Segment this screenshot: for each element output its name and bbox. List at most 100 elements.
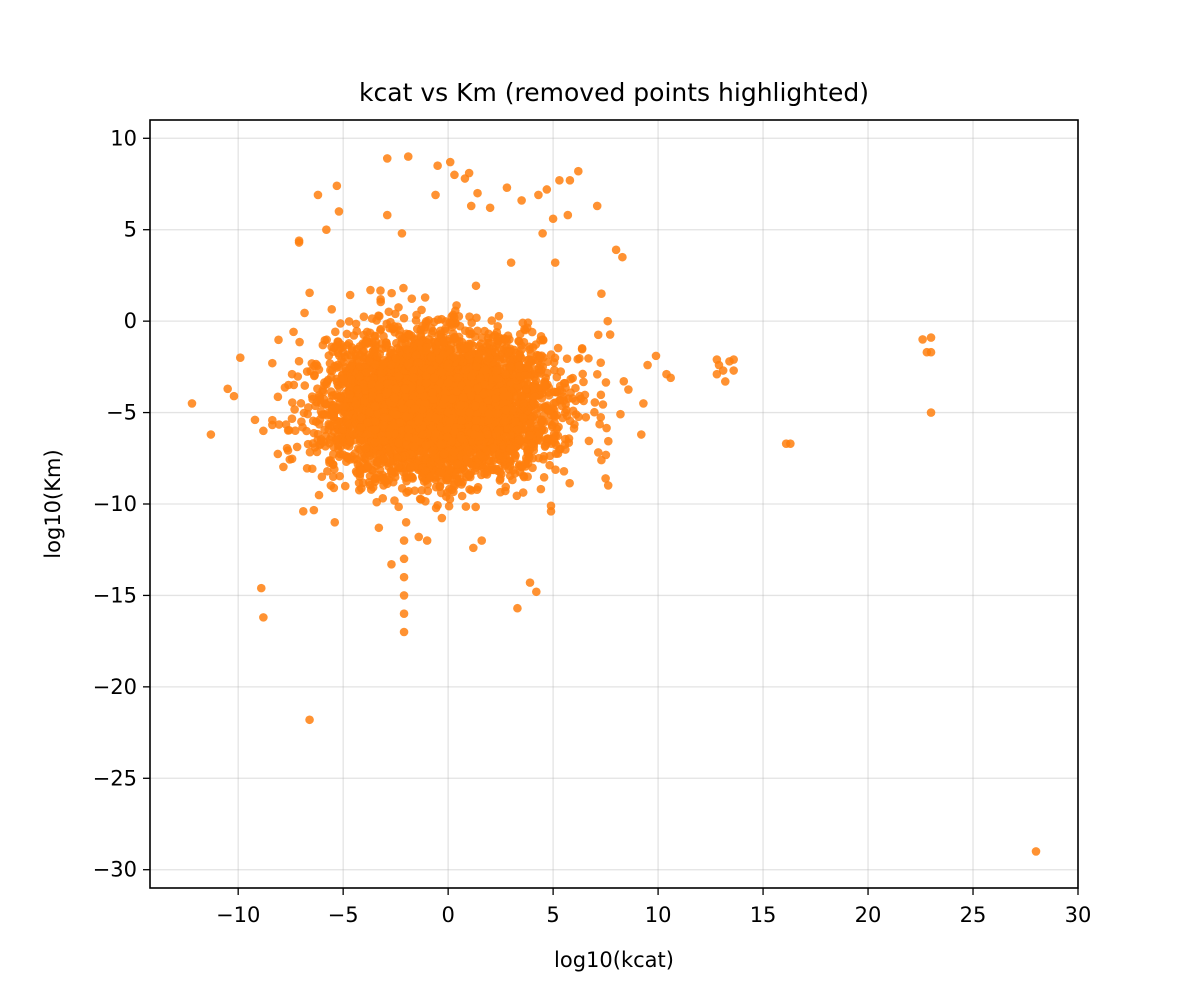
scatter-point xyxy=(309,428,319,438)
points-layer xyxy=(187,152,1041,856)
scatter-point xyxy=(417,486,427,495)
scatter-point xyxy=(387,288,396,298)
scatter-point xyxy=(598,400,608,409)
scatter-point xyxy=(268,420,277,430)
scatter-point xyxy=(370,474,380,484)
scatter-point xyxy=(581,412,591,422)
scatter-point xyxy=(411,316,421,325)
scatter-point xyxy=(335,383,344,392)
scatter-point xyxy=(361,443,371,453)
scatter-point xyxy=(370,401,380,411)
scatter-point xyxy=(602,423,611,433)
scatter-point xyxy=(515,351,525,361)
scatter-point xyxy=(521,462,530,471)
scatter-point xyxy=(382,341,392,350)
scatter-point xyxy=(535,428,544,438)
scatter-point xyxy=(466,391,476,401)
scatter-point xyxy=(273,449,283,459)
scatter-point xyxy=(444,501,454,511)
scatter-point xyxy=(449,480,459,490)
scatter-point xyxy=(302,463,312,473)
scatter-point xyxy=(596,390,606,400)
scatter-point xyxy=(399,468,409,477)
scatter-point xyxy=(379,331,388,341)
scatter-point xyxy=(517,391,526,401)
scatter-point xyxy=(493,321,503,331)
scatter-point xyxy=(438,337,448,346)
scatter-point xyxy=(493,425,503,435)
scatter-point xyxy=(365,451,374,461)
scatter-point xyxy=(471,502,480,512)
scatter-point xyxy=(592,369,602,379)
scatter-point xyxy=(525,372,534,382)
scatter-point xyxy=(290,405,299,414)
scatter-point xyxy=(510,469,520,478)
scatter-point xyxy=(342,329,352,339)
scatter-point xyxy=(329,343,339,353)
scatter-point xyxy=(289,327,298,337)
scatter-point xyxy=(536,403,545,412)
scatter-point xyxy=(363,461,372,471)
scatter-point xyxy=(584,354,593,363)
scatter-point xyxy=(487,462,497,472)
scatter-point xyxy=(274,335,283,345)
scatter-point xyxy=(445,464,454,474)
scatter-point xyxy=(571,383,580,393)
scatter-point xyxy=(295,337,304,347)
scatter-point xyxy=(568,406,578,416)
scatter-point xyxy=(385,446,394,456)
scatter-point xyxy=(564,434,574,443)
scatter-point xyxy=(390,496,399,505)
scatter-point xyxy=(505,462,515,471)
scatter-point xyxy=(336,319,345,328)
scatter-point xyxy=(325,435,335,444)
scatter-point xyxy=(553,343,563,353)
scatter-point xyxy=(551,449,561,458)
scatter-point xyxy=(546,350,556,359)
scatter-point xyxy=(514,361,524,371)
scatter-point xyxy=(330,464,339,474)
scatter-point xyxy=(560,408,570,417)
scatter-point xyxy=(376,297,386,307)
scatter-point xyxy=(410,486,419,495)
scatter-point xyxy=(550,412,560,421)
scatter-point xyxy=(441,492,451,501)
scatter-point xyxy=(484,329,493,339)
scatter-point xyxy=(431,482,441,492)
scatter-point xyxy=(529,398,539,408)
scatter-point xyxy=(416,495,426,504)
scatter-point xyxy=(273,392,283,402)
scatter-point xyxy=(372,497,382,507)
scatter-point xyxy=(510,449,519,459)
scatter-point xyxy=(332,374,341,384)
scatter-point xyxy=(325,420,334,430)
scatter-point xyxy=(544,406,554,415)
scatter-point xyxy=(624,385,633,394)
scatter-point xyxy=(491,347,500,357)
scatter-point xyxy=(310,401,320,411)
scatter-point xyxy=(579,377,588,387)
scatter-point xyxy=(525,431,534,440)
scatter-point xyxy=(352,468,362,478)
scatter-point xyxy=(334,351,344,360)
scatter-point xyxy=(596,358,606,367)
scatter-point xyxy=(461,502,471,511)
scatter-point xyxy=(328,472,338,481)
scatter-point xyxy=(321,400,330,409)
scatter-point xyxy=(527,439,536,449)
scatter-point xyxy=(529,446,539,455)
scatter-point xyxy=(391,309,400,319)
scatter-point xyxy=(351,319,361,329)
scatter-point xyxy=(499,398,508,408)
scatter-point xyxy=(574,412,583,422)
scatter-point xyxy=(317,472,327,482)
scatter-point xyxy=(524,360,533,369)
scatter-point xyxy=(357,484,366,493)
scatter-point xyxy=(308,394,317,404)
scatter-point xyxy=(335,471,345,481)
scatter-point xyxy=(465,485,474,494)
scatter-point xyxy=(601,378,611,387)
scatter-point xyxy=(520,325,529,334)
scatter-point xyxy=(436,468,446,478)
